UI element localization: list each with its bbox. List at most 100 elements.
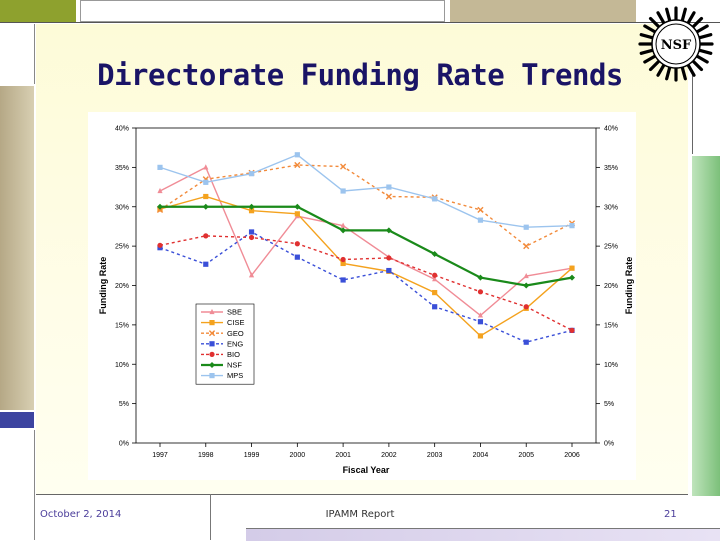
data-point-sbe bbox=[157, 187, 163, 194]
data-point-geo bbox=[156, 206, 164, 213]
x-tick-label: 2001 bbox=[335, 452, 351, 459]
left-block-blue bbox=[0, 412, 34, 428]
y-tick-label-left: 20% bbox=[115, 283, 129, 290]
legend-marker-eng bbox=[209, 341, 215, 347]
top-line bbox=[0, 22, 720, 23]
y-tick-label-left: 15% bbox=[115, 322, 129, 329]
data-point-geo-stroke bbox=[523, 243, 530, 250]
y-tick-label-left: 10% bbox=[115, 362, 129, 369]
top-bar-olive bbox=[0, 0, 76, 22]
data-point-bio bbox=[523, 304, 529, 310]
data-point-geo bbox=[340, 163, 347, 170]
y-tick-label-left: 25% bbox=[115, 244, 129, 251]
legend-marker-nsf bbox=[209, 362, 215, 368]
bottom-divider bbox=[210, 494, 211, 540]
logo-spike bbox=[686, 63, 696, 77]
y-tick-label-right: 20% bbox=[604, 283, 618, 290]
data-point-bio bbox=[248, 234, 255, 241]
data-point-bio bbox=[569, 327, 575, 333]
data-point-eng bbox=[523, 339, 529, 345]
logo-spike bbox=[680, 7, 687, 23]
logo-spikes bbox=[638, 6, 714, 82]
slide-title: Directorate Funding Rate Trends bbox=[97, 58, 623, 92]
y-tick-label-left: 5% bbox=[119, 401, 129, 408]
bottom-bar-purple bbox=[246, 528, 720, 541]
y-tick-label-left: 40% bbox=[115, 126, 129, 133]
data-point-sbe bbox=[248, 272, 255, 278]
data-point-mps bbox=[569, 223, 575, 229]
data-point-sbe bbox=[477, 312, 484, 318]
x-tick-label: 1999 bbox=[244, 452, 260, 459]
legend-item-mps: MPS bbox=[201, 371, 243, 380]
data-point-geo bbox=[294, 161, 301, 169]
y-axis-label-right: Funding Rate bbox=[624, 257, 634, 315]
data-point-bio bbox=[340, 256, 346, 263]
legend-label-sbe: SBE bbox=[227, 308, 242, 317]
legend-label-cise: CISE bbox=[227, 318, 245, 327]
logo-spike bbox=[656, 11, 666, 25]
data-point-cise bbox=[248, 208, 255, 214]
data-point-mps bbox=[248, 171, 255, 177]
data-point-nsf bbox=[294, 203, 301, 210]
line-chart: 0% 0% 5% 5% 10% 10% 15% 15% 20% 20% 25% 25% 30% 30% 35… bbox=[88, 112, 636, 480]
data-point-nsf bbox=[248, 203, 255, 210]
logo-spike bbox=[695, 24, 709, 34]
logo-spike bbox=[697, 48, 713, 55]
footer-center-text: IPAMM Report bbox=[325, 509, 395, 520]
data-point-nsf bbox=[569, 274, 575, 281]
y-tick-label-right: 5% bbox=[604, 401, 614, 408]
y-tick-label-right: 35% bbox=[604, 165, 618, 172]
data-point-cise bbox=[203, 193, 209, 200]
data-point-cise bbox=[432, 289, 438, 296]
data-point-sbe bbox=[203, 164, 209, 170]
data-point-nsf bbox=[202, 203, 209, 210]
data-point-cise bbox=[477, 333, 484, 339]
x-tick-label: 2003 bbox=[427, 452, 443, 459]
data-point-mps bbox=[294, 152, 300, 158]
left-block-tan bbox=[0, 86, 34, 410]
y-axis-label-left: Funding Rate bbox=[98, 257, 108, 315]
logo-spike bbox=[697, 33, 713, 40]
legend-marker-bio bbox=[209, 351, 215, 357]
series-line-eng bbox=[159, 231, 573, 343]
y-tick-label-left: 0% bbox=[119, 441, 129, 448]
data-point-mps bbox=[523, 224, 529, 230]
footer-date: October 2, 2014 bbox=[40, 509, 122, 520]
x-tick-label: 2000 bbox=[290, 452, 306, 459]
data-point-geo-stroke bbox=[294, 161, 301, 169]
x-tick-label: 2002 bbox=[381, 452, 397, 459]
right-block-green bbox=[692, 156, 720, 496]
data-point-mps bbox=[386, 184, 392, 190]
chart-area bbox=[88, 112, 636, 480]
y-tick-label-right: 0% bbox=[604, 441, 614, 448]
data-point-eng bbox=[477, 319, 484, 325]
logo-spike bbox=[639, 33, 655, 40]
legend-marker-sbe bbox=[209, 308, 215, 315]
data-point-eng bbox=[248, 229, 255, 235]
right-block-white bbox=[692, 72, 720, 154]
nsf-logo: NSF bbox=[638, 6, 714, 82]
logo-text: NSF bbox=[661, 38, 692, 53]
legend-item-geo: GEO bbox=[201, 329, 244, 338]
logo-spike bbox=[665, 65, 672, 81]
data-point-cise bbox=[340, 260, 346, 267]
y-tick-label-right: 15% bbox=[604, 322, 618, 329]
data-point-bio bbox=[432, 272, 438, 278]
series-bio bbox=[157, 233, 575, 333]
logo-spike bbox=[639, 48, 655, 55]
series-line-mps bbox=[159, 153, 573, 228]
legend-item-bio: BIO bbox=[201, 350, 240, 359]
x-tick-label: 2006 bbox=[564, 452, 580, 459]
data-point-sbe bbox=[523, 272, 529, 279]
x-tick-label: 2005 bbox=[518, 452, 534, 459]
logo-spike bbox=[686, 11, 696, 25]
data-point-nsf bbox=[157, 203, 163, 210]
data-point-mps bbox=[203, 179, 209, 185]
data-point-geo-stroke bbox=[385, 193, 392, 200]
y-tick-label-right: 10% bbox=[604, 362, 618, 369]
legend-item-eng: ENG bbox=[201, 339, 243, 348]
chart-axes: 0% 0% 5% 5% 10% 10% 15% 15% 20% 20% 25% 25% 30% 30% 35… bbox=[115, 126, 618, 460]
legend-box bbox=[195, 303, 255, 385]
legend-marker-geo-stroke bbox=[208, 330, 216, 337]
data-point-nsf bbox=[385, 227, 392, 234]
